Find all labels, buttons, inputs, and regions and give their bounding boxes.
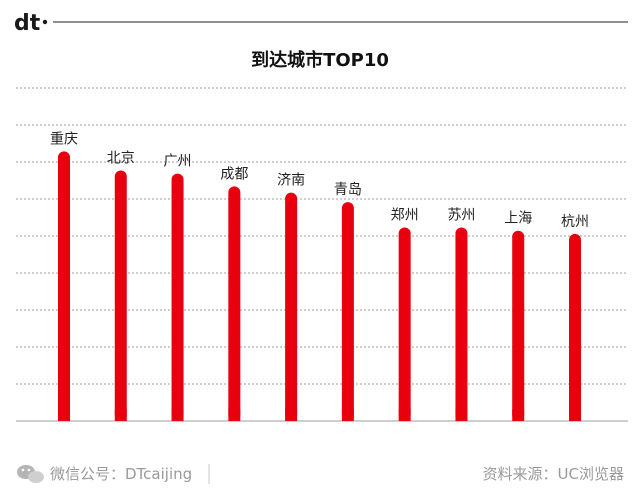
bars — [58, 151, 581, 421]
bar-base-1 — [58, 409, 70, 421]
bar-base-9 — [512, 409, 525, 421]
category-label: 苏州 — [447, 208, 475, 224]
bar-7 — [398, 227, 411, 421]
bar-10 — [569, 233, 581, 421]
source-label: 资料来源：UC浏览器 — [483, 465, 624, 483]
logo-dot-icon — [42, 19, 48, 25]
bar-5 — [285, 192, 298, 421]
bar-base-2 — [114, 409, 127, 421]
category-label: 成都 — [220, 166, 248, 182]
bar-base-8 — [455, 409, 468, 421]
footer: 微信公号：DTcaijing 资料来源：UC浏览器 — [17, 464, 624, 484]
bar-base-3 — [171, 409, 184, 421]
category-label: 上海 — [504, 211, 532, 227]
category-label: 郑州 — [391, 208, 419, 224]
bar-2 — [114, 170, 127, 421]
category-label: 广州 — [164, 154, 192, 170]
brand-logo: dt — [14, 11, 41, 36]
bar-base-7 — [398, 409, 411, 421]
header: dt — [14, 11, 628, 36]
bar-9 — [512, 230, 525, 421]
chart-title: 到达城市TOP10 — [251, 49, 389, 71]
bar-1 — [58, 151, 70, 421]
bar-base-4 — [228, 409, 241, 421]
category-label: 北京 — [107, 150, 135, 166]
category-label: 济南 — [277, 173, 305, 189]
bar-base-6 — [341, 409, 354, 421]
bar-4 — [228, 186, 241, 421]
bar-6 — [341, 202, 354, 421]
wechat-account-label: 微信公号：DTcaijing — [50, 465, 192, 483]
bar-3 — [171, 173, 184, 421]
gridlines — [16, 87, 628, 422]
bar-8 — [455, 227, 468, 421]
bar-base-10 — [569, 409, 581, 421]
wechat-icon — [17, 465, 44, 483]
category-label: 青岛 — [334, 182, 362, 198]
category-label: 重庆 — [50, 131, 78, 147]
bar-base-5 — [285, 409, 298, 421]
category-label: 杭州 — [561, 214, 589, 230]
